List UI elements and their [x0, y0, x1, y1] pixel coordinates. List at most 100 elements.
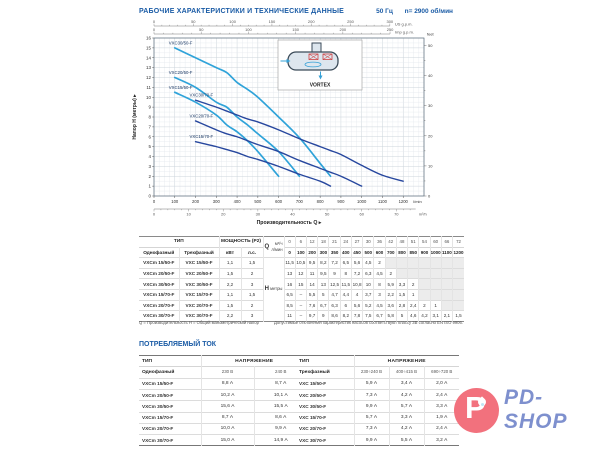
svg-text:600: 600	[275, 199, 283, 204]
curve-VXC20/70-F	[194, 120, 363, 187]
power-hp: 2	[240, 268, 264, 279]
svg-text:100: 100	[229, 19, 236, 24]
model-name: VXC 15/70-F	[299, 415, 327, 421]
current-value: 3,4 А	[388, 378, 424, 390]
vortex-inset	[277, 39, 363, 91]
voltage-value: 400÷415 В	[388, 366, 424, 379]
model-single: VXCm 30/70-F	[143, 313, 175, 319]
model-single: VXCm 15/70-F	[143, 292, 175, 298]
svg-text:500: 500	[254, 199, 262, 204]
current-value: 4,2 А	[388, 423, 424, 435]
curve-VXC30/50-F	[173, 47, 332, 178]
head-value: 7,2	[350, 268, 363, 279]
speed-label: n= 2900 об/мин	[404, 8, 453, 15]
head-value: 1,5	[452, 310, 464, 322]
head-value	[440, 257, 453, 269]
page-title: РАБОЧИЕ ХАРАКТЕРИСТИКИ И ТЕХНИЧЕСКИЕ ДАН…	[139, 8, 345, 15]
svg-text:150: 150	[292, 27, 299, 32]
q-lmin-value: 500	[362, 247, 374, 258]
head-value: 8	[373, 278, 386, 290]
svg-text:400: 400	[234, 199, 242, 204]
q-m3h-value: 54	[418, 236, 431, 248]
model-name: VXCm 30/50-F	[142, 403, 174, 409]
header-bar: РАБОЧИЕ ХАРАКТЕРИСТИКИ И ТЕХНИЧЕСКИЕ ДАН…	[139, 8, 463, 15]
head-value: 9	[328, 268, 341, 279]
current-value: 7,3 А	[353, 423, 389, 435]
head-value: 4,4	[339, 289, 352, 301]
svg-text:20: 20	[221, 212, 226, 217]
model-name: VXCm 15/70-F	[142, 415, 174, 421]
model-three: VXC 30/50-F	[178, 278, 220, 290]
q-m3h-value: 6	[294, 236, 307, 248]
hp-header: л.с.	[240, 247, 264, 258]
curve-label: VXC20/50-F	[169, 70, 193, 75]
q-lmin-value: 900	[418, 247, 431, 258]
head-value: 2,4	[407, 300, 419, 311]
current-value: 5,5 А	[388, 434, 424, 446]
svg-text:11: 11	[146, 85, 151, 90]
svg-text:70: 70	[394, 212, 399, 217]
svg-text:900: 900	[337, 199, 345, 204]
current-value: 14,9 А	[253, 434, 308, 446]
svg-text:40: 40	[290, 212, 295, 217]
svg-text:250: 250	[387, 27, 394, 32]
svg-text:30: 30	[428, 103, 433, 108]
head-value: 9,5	[317, 268, 329, 279]
top-axis-unit: US g.p.m.	[395, 22, 413, 27]
head-value	[440, 300, 453, 311]
svg-text:100: 100	[245, 27, 252, 32]
head-value	[440, 289, 453, 301]
outlet-arrow-icon	[318, 75, 323, 80]
head-value: 15	[294, 278, 307, 290]
x-axis-label: Производительность Q ▸	[257, 220, 322, 226]
q-m3h-value: 0	[283, 236, 296, 248]
table-row: VXC 20/50-F 7,3 А 4,2 А 2,4 А	[296, 389, 460, 401]
head-value: 10,8	[350, 278, 363, 290]
head-value: 14	[305, 278, 318, 290]
head-value	[395, 268, 408, 279]
head-value: 10,5	[294, 257, 307, 269]
head-value: 4,7	[328, 289, 341, 301]
power-hp: 3	[240, 278, 264, 290]
table-row: VXCm 20/50-F 10,2 А 10,1 А	[139, 389, 308, 401]
head-value	[429, 268, 442, 279]
svg-text:200: 200	[339, 27, 346, 32]
curve-label: VXC20/70-F	[190, 113, 214, 118]
head-value: 13	[317, 278, 329, 290]
head-value: 6	[339, 300, 352, 311]
head-value: 3,6	[384, 300, 397, 311]
svg-text:15: 15	[146, 45, 152, 50]
head-value: 3,1	[429, 310, 442, 322]
model-three: VXC 15/70-F	[178, 289, 220, 301]
head-value	[452, 257, 464, 269]
svg-text:200: 200	[308, 19, 315, 24]
current-value: 15,6 А	[200, 400, 254, 413]
table-row: VXCm 20/70-F VXC 20/70-F 1,5 2 8,5–7,6 6,7 6,3…	[139, 300, 464, 311]
footnote-row: Q = Производительность H = Общий маномет…	[139, 320, 463, 325]
svg-text:10: 10	[186, 212, 191, 217]
voltage-header: НАПРЯЖЕНИЕ	[200, 355, 308, 367]
current-value: 5,7 А	[353, 412, 389, 424]
model-name: VXC 20/70-F	[299, 426, 327, 432]
phase-header: Однофазный	[142, 369, 175, 375]
head-value: 4	[350, 289, 363, 301]
q-lmin-value: 200	[305, 247, 318, 258]
q-m3h-value: 42	[384, 236, 397, 248]
svg-text:9: 9	[148, 105, 151, 110]
model-three: VXC 20/70-F	[178, 300, 220, 311]
model-single: VXCm 20/70-F	[143, 302, 175, 308]
head-value	[395, 257, 408, 269]
head-value	[452, 300, 464, 311]
q-lmin-value: 100	[294, 247, 307, 258]
head-value: 11,5	[339, 278, 352, 290]
q-lmin-value: 600	[373, 247, 386, 258]
svg-text:50: 50	[428, 43, 433, 48]
svg-text:1000: 1000	[357, 199, 367, 204]
table-row: Однофазный 230 В 240 В	[139, 366, 308, 379]
svg-text:200: 200	[192, 199, 200, 204]
current-value: 3,2 А	[423, 434, 460, 446]
q-m3h-value: 12	[305, 236, 318, 248]
